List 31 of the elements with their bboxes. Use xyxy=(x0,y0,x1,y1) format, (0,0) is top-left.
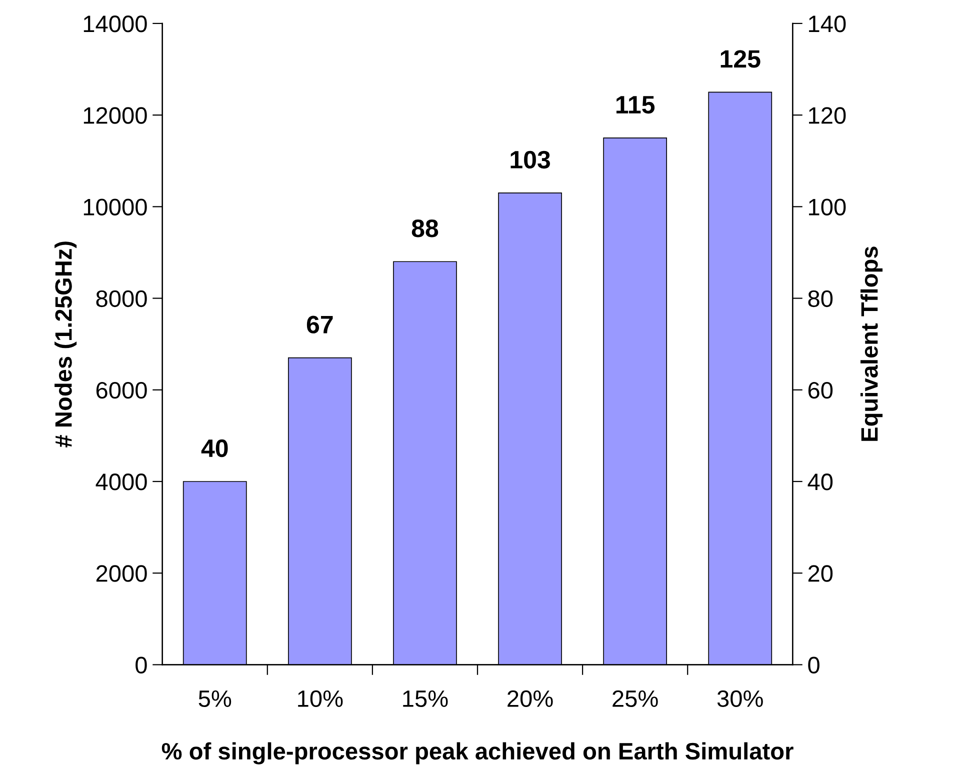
y2-tick-label: 140 xyxy=(809,16,846,32)
x-tick-label: 15% xyxy=(403,690,448,708)
x-tick-label: 5% xyxy=(198,690,232,708)
x-tick-label: 30% xyxy=(717,690,763,708)
x-axis-title: % of single-processor peak achieved on Earth Simulator xyxy=(162,742,794,764)
data-label: 103 xyxy=(510,150,550,169)
y-tick-label: 6000 xyxy=(96,382,147,399)
y2-axis-title: Equivalent Tflops xyxy=(860,246,883,441)
y-tick-label: 2000 xyxy=(96,565,147,582)
data-label: 115 xyxy=(616,96,655,114)
y2-tick-label: 100 xyxy=(809,198,846,216)
x-tick-label: 10% xyxy=(298,690,343,708)
y2-tick-label: 0 xyxy=(808,656,820,674)
data-label: 88 xyxy=(412,220,438,238)
data-label: 125 xyxy=(720,50,760,68)
y2-tick-label: 120 xyxy=(809,107,846,124)
y2-tick-label: 40 xyxy=(808,474,833,490)
y-tick-label: 10000 xyxy=(84,198,147,216)
y2-tick-label: 60 xyxy=(808,382,833,399)
y2-tick-label: 80 xyxy=(808,290,833,308)
y-tick-label: 8000 xyxy=(96,290,147,308)
y2-tick-label: 20 xyxy=(808,565,833,582)
y-tick-label: 14000 xyxy=(84,16,147,32)
y-tick-label: 4000 xyxy=(96,474,147,490)
y-tick-label: 0 xyxy=(136,656,147,674)
x-tick-label: 25% xyxy=(612,690,658,708)
x-tick-label: 20% xyxy=(508,690,553,708)
data-label: 67 xyxy=(306,316,333,334)
y-axis-title: # Nodes (1.25GHz) xyxy=(54,242,77,448)
y-tick-label: 12000 xyxy=(84,107,147,124)
data-label: 40 xyxy=(201,439,228,458)
